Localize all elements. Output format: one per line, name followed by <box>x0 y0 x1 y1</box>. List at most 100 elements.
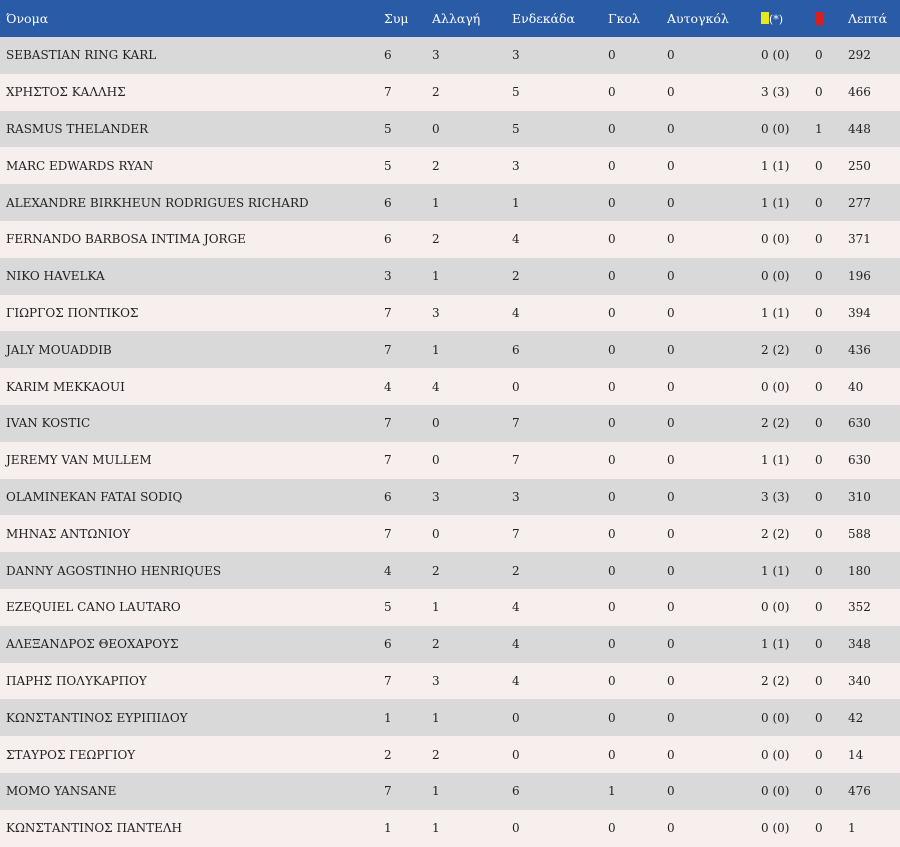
cell-own-goals: 0 <box>667 416 675 431</box>
cell-goals: 0 <box>608 158 616 173</box>
table-row: MOMO YANSANE 7 1 6 1 0 0 (0) 0 476 <box>0 772 900 810</box>
cell-minutes: 196 <box>848 269 871 284</box>
cell-minutes: 371 <box>848 232 871 247</box>
cell-red-cards: 1 <box>815 121 823 136</box>
cell-minutes: 1 <box>848 821 856 836</box>
cell-yellow-cards: 1 (1) <box>761 563 790 578</box>
cell-yellow-cards: 0 (0) <box>761 747 790 762</box>
cell-player-name: MARC EDWARDS RYAN <box>6 158 154 173</box>
cell-own-goals: 0 <box>667 453 675 468</box>
cell-red-cards: 0 <box>815 48 823 63</box>
table-row: FERNANDO BARBOSA INTIMA JORGE 6 2 4 0 0 0 (0) 0… <box>0 220 900 258</box>
cell-goals: 0 <box>608 489 616 504</box>
cell-player-name: RASMUS THELANDER <box>6 121 149 136</box>
table-row: SEBASTIAN RING KARL 6 3 3 0 0 0 (0) 0 292 <box>0 37 900 74</box>
cell-starts: 6 <box>512 342 520 357</box>
cell-own-goals: 0 <box>667 710 675 725</box>
cell-appearances: 7 <box>384 85 392 100</box>
cell-yellow-cards: 0 (0) <box>761 379 790 394</box>
header-yellow-suffix: (*) <box>769 13 784 26</box>
header-minutes[interactable]: Λεπτά <box>848 11 888 26</box>
cell-red-cards: 0 <box>815 195 823 210</box>
cell-minutes: 448 <box>848 121 871 136</box>
cell-player-name: EZEQUIEL CANO LAUTARO <box>6 600 181 615</box>
cell-red-cards: 0 <box>815 600 823 615</box>
cell-starts: 7 <box>512 453 520 468</box>
cell-appearances: 7 <box>384 526 392 541</box>
cell-player-name: OLAMINEKAN FATAI SODIQ <box>6 489 183 504</box>
table-row: ΓΙΩΡΓΟΣ ΠΟΝΤΙΚΟΣ 7 3 4 0 0 1 (1) 0 394 <box>0 294 900 332</box>
table-row: ΠΑΡΗΣ ΠΟΛΥΚΑΡΠΟΥ 7 3 4 0 0 2 (2) 0 340 <box>0 662 900 700</box>
cell-minutes: 42 <box>848 710 864 725</box>
header-own-goals[interactable]: Αυτογκόλ <box>667 11 729 26</box>
cell-red-cards: 0 <box>815 747 823 762</box>
cell-yellow-cards: 2 (2) <box>761 526 790 541</box>
cell-goals: 0 <box>608 526 616 541</box>
cell-minutes: 476 <box>848 784 871 799</box>
cell-red-cards: 0 <box>815 710 823 725</box>
cell-starts: 4 <box>512 305 520 320</box>
cell-sub-appearances: 1 <box>432 710 440 725</box>
cell-appearances: 7 <box>384 305 392 320</box>
cell-goals: 0 <box>608 121 616 136</box>
cell-minutes: 630 <box>848 416 871 431</box>
cell-appearances: 6 <box>384 232 392 247</box>
cell-goals: 0 <box>608 600 616 615</box>
cell-starts: 4 <box>512 600 520 615</box>
cell-goals: 0 <box>608 821 616 836</box>
table-body: SEBASTIAN RING KARL 6 3 3 0 0 0 (0) 0 292 ΧΡΗΣΤΟΣ… <box>0 37 900 847</box>
cell-yellow-cards: 1 (1) <box>761 195 790 210</box>
cell-player-name: ΜΗΝΑΣ ΑΝΤΩΝΙΟΥ <box>6 526 131 541</box>
cell-own-goals: 0 <box>667 305 675 320</box>
cell-minutes: 40 <box>848 379 864 394</box>
cell-goals: 0 <box>608 269 616 284</box>
cell-red-cards: 0 <box>815 526 823 541</box>
header-appearances[interactable]: Συμ <box>384 11 409 26</box>
cell-appearances: 5 <box>384 121 392 136</box>
header-name[interactable]: Όνομα <box>6 11 49 26</box>
cell-appearances: 6 <box>384 48 392 63</box>
table-row: DANNY AGOSTINHO HENRIQUES 4 2 2 0 0 1 (1) 0 180 <box>0 552 900 589</box>
table-row: KARIM MEKKAOUI 4 4 0 0 0 0 (0) 0 40 <box>0 368 900 405</box>
cell-yellow-cards: 0 (0) <box>761 710 790 725</box>
cell-appearances: 4 <box>384 563 392 578</box>
cell-own-goals: 0 <box>667 600 675 615</box>
cell-own-goals: 0 <box>667 489 675 504</box>
cell-minutes: 277 <box>848 195 871 210</box>
header-red-cards[interactable] <box>815 0 848 37</box>
cell-minutes: 310 <box>848 489 871 504</box>
cell-starts: 0 <box>512 379 520 394</box>
cell-own-goals: 0 <box>667 784 675 799</box>
cell-player-name: ΠΑΡΗΣ ΠΟΛΥΚΑΡΠΟΥ <box>6 673 147 688</box>
cell-minutes: 466 <box>848 85 871 100</box>
cell-goals: 0 <box>608 232 616 247</box>
cell-goals: 0 <box>608 195 616 210</box>
cell-minutes: 436 <box>848 342 871 357</box>
cell-player-name: JEREMY VAN MULLEM <box>6 453 152 468</box>
cell-yellow-cards: 1 (1) <box>761 158 790 173</box>
cell-sub-appearances: 1 <box>432 195 440 210</box>
cell-sub-appearances: 3 <box>432 48 440 63</box>
cell-starts: 3 <box>512 489 520 504</box>
cell-sub-appearances: 1 <box>432 342 440 357</box>
cell-goals: 0 <box>608 710 616 725</box>
header-goals[interactable]: Γκολ <box>608 11 640 26</box>
header-yellow-cards[interactable]: (*) <box>761 0 815 37</box>
cell-red-cards: 0 <box>815 784 823 799</box>
cell-starts: 4 <box>512 637 520 652</box>
cell-goals: 0 <box>608 563 616 578</box>
cell-starts: 2 <box>512 563 520 578</box>
cell-appearances: 7 <box>384 453 392 468</box>
header-starter[interactable]: Ενδεκάδα <box>512 11 575 26</box>
cell-red-cards: 0 <box>815 416 823 431</box>
table-row: ΣΤΑΥΡΟΣ ΓΕΩΡΓΙΟΥ 2 2 0 0 0 0 (0) 0 14 <box>0 736 900 773</box>
header-sub[interactable]: Αλλαγή <box>432 11 481 26</box>
cell-red-cards: 0 <box>815 821 823 836</box>
cell-player-name: ΚΩΝΣΤΑΝΤΙΝΟΣ ΠΑΝΤΕΛΗ <box>6 821 182 836</box>
table-row: MARC EDWARDS RYAN 5 2 3 0 0 1 (1) 0 250 <box>0 147 900 185</box>
cell-own-goals: 0 <box>667 673 675 688</box>
cell-player-name: MOMO YANSANE <box>6 784 117 799</box>
cell-minutes: 292 <box>848 48 871 63</box>
table-row: RASMUS THELANDER 5 0 5 0 0 0 (0) 1 448 <box>0 110 900 148</box>
table-row: ΧΡΗΣΤΟΣ ΚΑΛΛΗΣ 7 2 5 0 0 3 (3) 0 466 <box>0 73 900 111</box>
